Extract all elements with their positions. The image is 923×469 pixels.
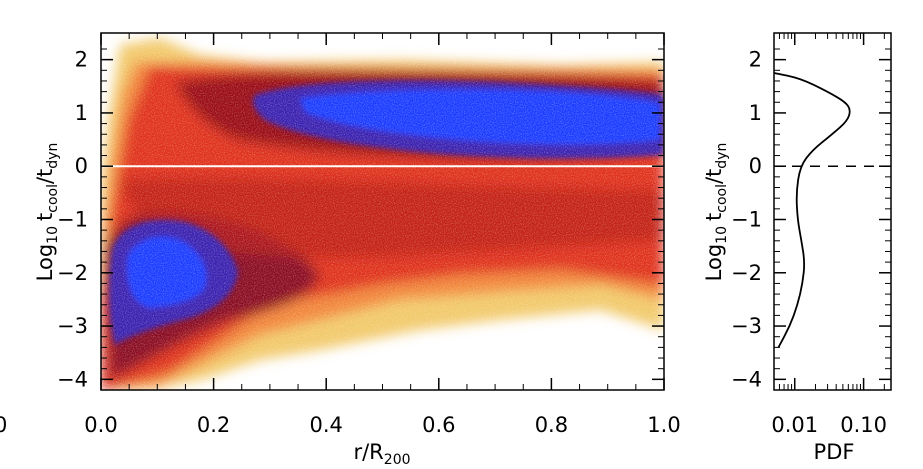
y-tick-label: −2 [57,261,88,285]
pdf-y-tick-label: −2 [731,261,762,285]
y-tick-label: −3 [57,314,88,338]
pdf-y-tick-label: −1 [731,207,762,231]
pdf-x-tick-label: 0.10 [840,413,887,437]
pdf-y-axis-title: Log10tcool/tdyn [702,143,730,282]
x-tick-label: 1.0 [647,413,680,437]
x-tick-label: 0.8 [535,413,568,437]
x-tick-label: 0.4 [309,413,342,437]
pdf-y-tick-label: −3 [731,314,762,338]
pdf-tick-labels: 0.01 0.10 2 1 0 −1 −2 −3 −4 [731,48,887,437]
heatmap-image [101,33,664,390]
pdf-y-tick-label: 1 [749,101,762,125]
y-tick-label: 1 [75,101,88,125]
pdf-x-tick-label: 0.01 [771,413,818,437]
pdf-curve [773,72,851,348]
pdf-x-axis-title: PDF [814,440,855,464]
x-tick-label: 0.2 [197,413,230,437]
pdf-y-tick-label: 2 [749,48,762,72]
left-edge-partial-label: 0 [0,413,7,437]
heatmap-panel: 0.0 0.2 0.4 0.6 0.8 1.0 2 1 0 −1 −2 −3 −4 Log10tcool… [33,32,681,468]
y-tick-label: −4 [57,367,88,391]
pdf-y-tick-label: 0 [749,154,762,178]
y-tick-label: 2 [75,48,88,72]
pdf-frame [773,32,892,391]
x-tick-label: 0.0 [84,413,117,437]
y-tick-label: −1 [57,207,88,231]
pdf-ticks [774,33,891,390]
heatmap-y-axis-title: Log10tcool/tdyn [33,143,61,282]
x-tick-label: 0.6 [422,413,455,437]
heatmap-tick-labels: 0.0 0.2 0.4 0.6 0.8 1.0 2 1 0 −1 −2 −3 −4 [57,48,681,437]
y-tick-label: 0 [75,154,88,178]
pdf-panel: 0.01 0.10 2 1 0 −1 −2 −3 −4 Log10tcool/tdyn PDF [702,32,892,464]
heatmap-x-axis-title: r/R200 [353,440,410,468]
pdf-y-tick-label: −4 [731,367,762,391]
heatmap-ticks [100,33,665,390]
